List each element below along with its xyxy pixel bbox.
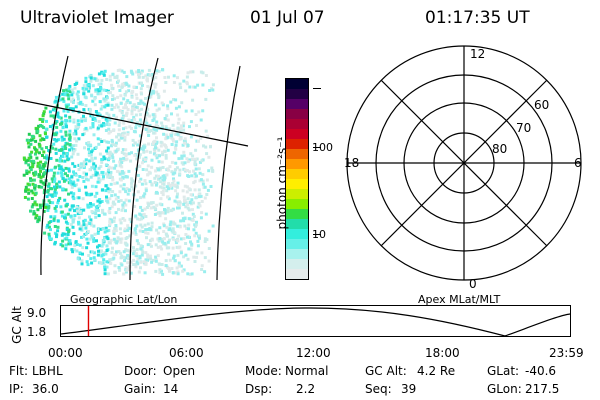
ip-label: IP: <box>9 382 24 396</box>
apex-mlat-mlt-label: Apex MLat/MLT <box>418 293 501 306</box>
dsp-label: Dsp: <box>245 382 273 396</box>
colorbar-segment <box>286 269 308 279</box>
colorbar-segment <box>286 199 308 209</box>
colorbar-segment <box>286 159 308 169</box>
time-tick-0000: 00:00 <box>48 346 83 360</box>
colorbar-segment <box>286 109 308 119</box>
lat-label-70: 70 <box>516 121 531 135</box>
image-time: 01:17:35 UT <box>425 8 530 28</box>
door-value: Open <box>163 364 196 378</box>
glon-label: GLon: <box>487 382 522 396</box>
mlt-label-0: 0 <box>469 277 477 290</box>
colorbar-segment <box>286 79 308 89</box>
filter-value: LBHL <box>32 364 63 378</box>
mlt-label-6: 6 <box>574 156 582 170</box>
colorbar-unit-label: photon cm⁻²s⁻¹ <box>275 136 289 230</box>
ip-value: 36.0 <box>32 382 59 396</box>
colorbar-segment <box>286 89 308 99</box>
gain-value: 14 <box>163 382 179 396</box>
seq-value: 39 <box>401 382 417 396</box>
altitude-timeline <box>60 305 571 337</box>
seq-label: Seq: <box>365 382 392 396</box>
auroral-image <box>19 55 249 281</box>
altitude-tick-9: 9.0 <box>27 306 47 320</box>
mode-value: Normal <box>285 364 329 378</box>
colorbar-segment <box>286 259 308 269</box>
gain-label: Gain: <box>124 382 156 396</box>
color-scale-bar <box>285 78 309 280</box>
altitude-curve <box>60 307 571 337</box>
glon-value: 217.5 <box>525 382 560 396</box>
colorbar-segment <box>286 149 308 159</box>
gc-alt-label: GC Alt: <box>365 364 407 378</box>
time-tick-1800: 18:00 <box>425 346 460 360</box>
colorbar-segment <box>286 239 308 249</box>
colorbar-segment <box>286 129 308 139</box>
mlt-label-18: 18 <box>344 156 359 170</box>
gc-alt-value: 4.2 Re <box>417 364 456 378</box>
time-tick-0600: 06:00 <box>169 346 204 360</box>
lat-label-60: 60 <box>534 98 549 112</box>
instrument-title: Ultraviolet Imager <box>20 8 174 28</box>
time-tick-1200: 12:00 <box>296 346 331 360</box>
colorbar-segment <box>286 229 308 239</box>
colorbar-segment <box>286 139 308 149</box>
filter-label: Flt: <box>9 364 28 378</box>
dsp-value: 2.2 <box>296 382 316 396</box>
altitude-axis-label: GC Alt <box>10 306 24 344</box>
colorbar-segment <box>286 189 308 199</box>
auroral-emission-region <box>22 68 215 276</box>
image-date: 01 Jul 07 <box>250 8 325 28</box>
time-tick-2359: 23:59 <box>549 346 584 360</box>
lat-label-80: 80 <box>492 142 507 156</box>
colorbar-segment <box>286 99 308 109</box>
colorbar-segment <box>286 119 308 129</box>
colorbar-segment <box>286 219 308 229</box>
glat-label: GLat: <box>487 364 520 378</box>
altitude-tick-1-8: 1.8 <box>27 325 47 339</box>
colorbar-segment <box>286 209 308 219</box>
geographic-latlon-label: Geographic Lat/Lon <box>70 293 178 306</box>
colorbar-segment <box>286 179 308 189</box>
mlt-label-12: 12 <box>470 47 485 61</box>
door-label: Door: <box>124 364 157 378</box>
geographic-grid <box>19 55 249 281</box>
colorbar-segment <box>286 249 308 259</box>
mode-label: Mode: <box>245 364 282 378</box>
colorbar-segment <box>286 169 308 179</box>
glat-value: -40.6 <box>525 364 557 378</box>
polar-mlt-plot: 12 18 6 0 60 70 80 <box>344 45 582 290</box>
colorbar-tick-100: 100 <box>312 141 333 154</box>
